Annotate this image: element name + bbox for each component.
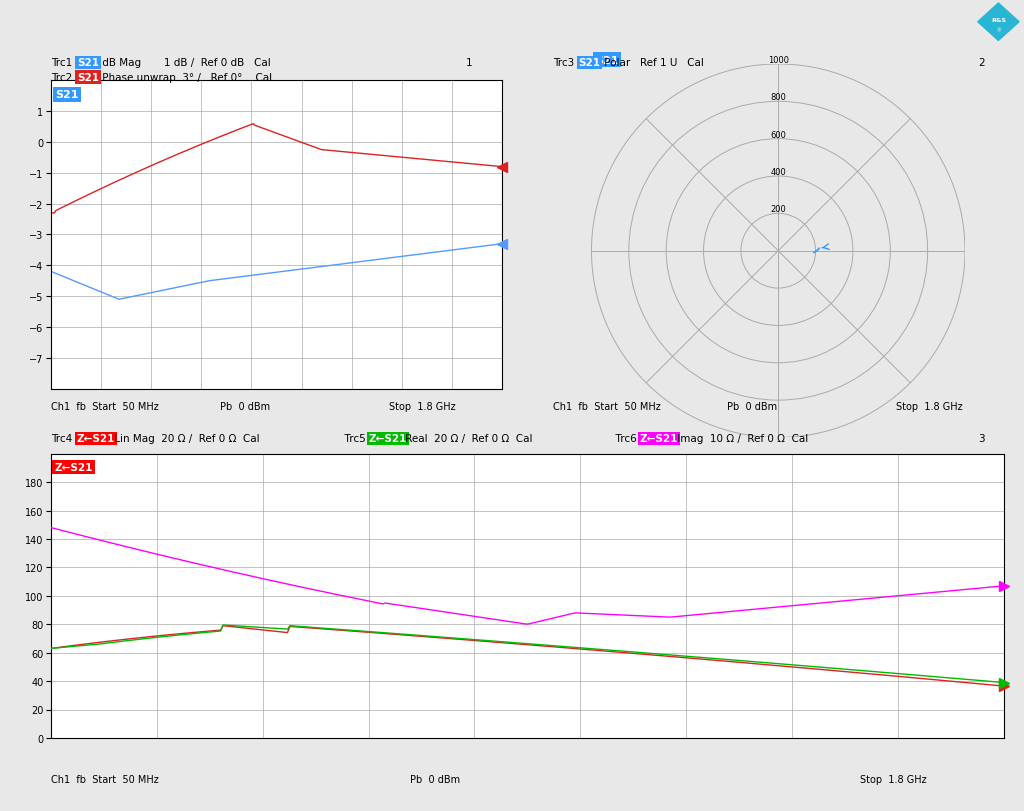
Text: dB Mag       1 dB /  Ref 0 dB   Cal: dB Mag 1 dB / Ref 0 dB Cal	[99, 58, 271, 68]
Text: S21: S21	[77, 58, 98, 68]
Text: 200: 200	[770, 205, 786, 214]
Text: 1000: 1000	[768, 56, 788, 65]
Text: 800: 800	[770, 93, 786, 102]
Text: Z←S21: Z←S21	[369, 434, 407, 444]
Text: Pb  0 dBm: Pb 0 dBm	[220, 401, 270, 411]
Polygon shape	[978, 4, 1019, 41]
Text: 2: 2	[978, 58, 984, 68]
Text: Phase unwrap  3° /   Ref 0°    Cal: Phase unwrap 3° / Ref 0° Cal	[99, 73, 272, 83]
Text: Pb  0 dBm: Pb 0 dBm	[410, 775, 460, 784]
Text: Z←S21: Z←S21	[77, 434, 115, 444]
Text: Ch1  fb  Start  50 MHz: Ch1 fb Start 50 MHz	[51, 775, 159, 784]
Text: Ch1  fb  Start  50 MHz: Ch1 fb Start 50 MHz	[553, 401, 660, 411]
Text: S21: S21	[55, 90, 79, 101]
Text: 1: 1	[466, 58, 472, 68]
Text: 600: 600	[770, 131, 786, 139]
Text: Z←S21: Z←S21	[640, 434, 678, 444]
Text: Lin Mag  20 Ω /  Ref 0 Ω  Cal: Lin Mag 20 Ω / Ref 0 Ω Cal	[111, 434, 259, 444]
Text: Stop  1.8 GHz: Stop 1.8 GHz	[389, 401, 456, 411]
Text: Trc4: Trc4	[51, 434, 76, 444]
Text: Stop  1.8 GHz: Stop 1.8 GHz	[860, 775, 927, 784]
Text: Trc6: Trc6	[609, 434, 640, 444]
Text: Trc3: Trc3	[553, 58, 578, 68]
Text: S21: S21	[579, 58, 600, 68]
Text: Trc5: Trc5	[338, 434, 369, 444]
Text: R&S: R&S	[991, 19, 1006, 24]
Text: Stop  1.8 GHz: Stop 1.8 GHz	[896, 401, 963, 411]
Text: Imag  10 Ω /  Ref 0 Ω  Cal: Imag 10 Ω / Ref 0 Ω Cal	[674, 434, 808, 444]
Text: Pb  0 dBm: Pb 0 dBm	[727, 401, 777, 411]
Text: S21: S21	[595, 55, 618, 66]
Text: ®: ®	[996, 28, 1000, 33]
Text: Ch1  fb  Start  50 MHz: Ch1 fb Start 50 MHz	[51, 401, 159, 411]
Text: Trc2: Trc2	[51, 73, 76, 83]
Text: Z←S21: Z←S21	[54, 462, 92, 473]
Text: Real  20 Ω /  Ref 0 Ω  Cal: Real 20 Ω / Ref 0 Ω Cal	[402, 434, 532, 444]
Text: 3: 3	[978, 434, 984, 444]
Text: 400: 400	[770, 168, 786, 177]
Text: Polar   Ref 1 U   Cal: Polar Ref 1 U Cal	[601, 58, 703, 68]
Text: Trc1: Trc1	[51, 58, 76, 68]
Text: S21: S21	[77, 73, 98, 83]
